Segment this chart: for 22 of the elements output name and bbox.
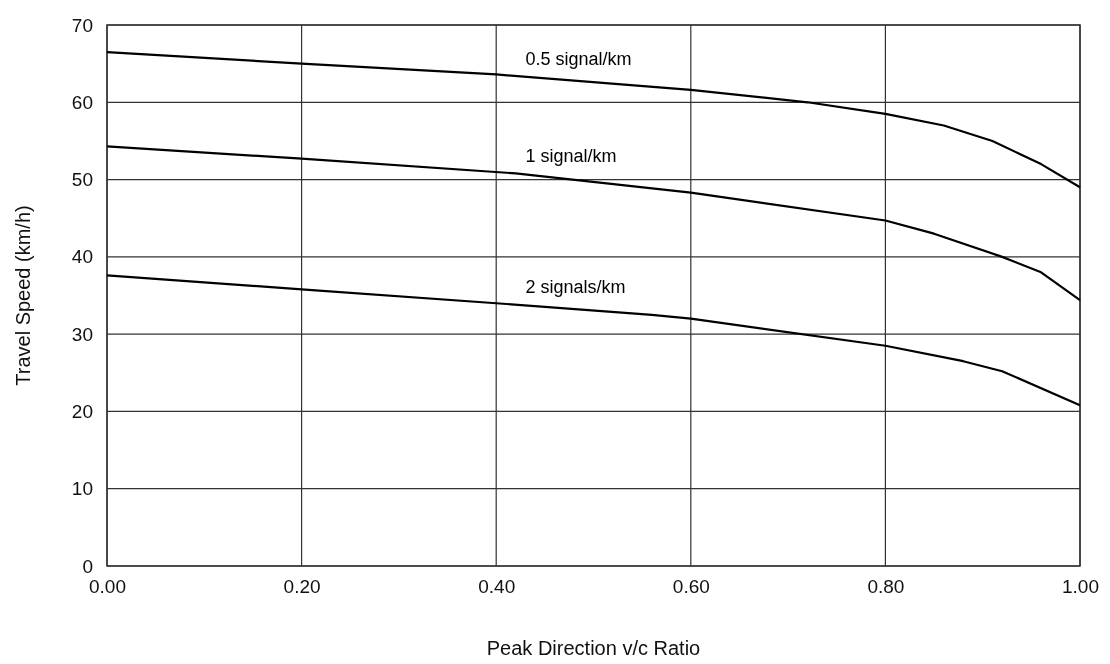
- x-axis-title: Peak Direction v/c Ratio: [486, 637, 701, 659]
- y-axis-title: Travel Speed (km/h): [12, 205, 34, 386]
- x-tick-label: 0.20: [283, 576, 321, 598]
- line-series: [105, 274, 1082, 407]
- y-tick-label: 70: [71, 14, 93, 36]
- y-tick-label: 30: [71, 323, 93, 345]
- y-tick-label: 20: [71, 401, 93, 423]
- y-tick-label: 10: [71, 478, 93, 500]
- x-tick-label: 0.00: [89, 576, 126, 598]
- x-tick-label: 0.60: [672, 576, 710, 598]
- x-tick-label: 0.80: [867, 576, 905, 598]
- x-tick-label: 1.00: [1062, 576, 1099, 598]
- series-label: 2 signals/km: [525, 277, 626, 298]
- y-tick-label: 40: [71, 246, 93, 268]
- y-tick-label: 50: [71, 169, 93, 191]
- y-tick-label: 0: [82, 555, 93, 577]
- line-series: [105, 50, 1082, 189]
- series-label: 0.5 signal/km: [525, 48, 632, 69]
- y-tick-label: 60: [71, 91, 93, 113]
- x-tick-label: 0.40: [478, 576, 516, 598]
- line-series: [105, 145, 1082, 302]
- series-label: 1 signal/km: [525, 146, 617, 167]
